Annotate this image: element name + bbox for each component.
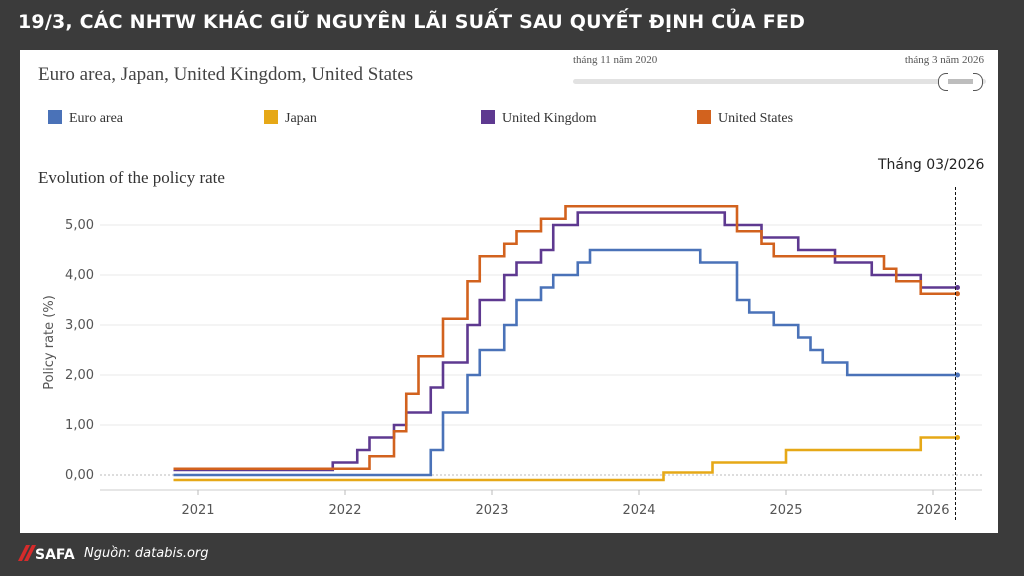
- range-handle-start[interactable]: [938, 73, 948, 91]
- section-title: Evolution of the policy rate: [38, 168, 225, 187]
- legend-item-japan[interactable]: Japan: [264, 110, 317, 127]
- y-tick-label: 3,00: [65, 318, 94, 333]
- series-end-point: [955, 291, 960, 297]
- series-line-euro-area: [173, 248, 958, 477]
- range-selection[interactable]: [941, 79, 983, 84]
- y-tick-label: 1,00: [65, 418, 94, 433]
- series-line-united-states: [173, 204, 958, 471]
- x-tick-label: 2026: [916, 503, 949, 518]
- series-end-point: [955, 285, 960, 290]
- x-tick-label: 2024: [622, 503, 655, 518]
- y-tick-label: 2,00: [65, 368, 94, 383]
- marker-label: Tháng 03/2026: [878, 157, 985, 173]
- date-range-slider[interactable]: tháng 11 năm 2020 tháng 3 năm 2026: [573, 54, 986, 94]
- series-line-united-kingdom: [173, 211, 958, 472]
- y-tick-label: 0,00: [65, 468, 94, 483]
- series-end-point: [955, 372, 960, 378]
- x-tick-label: 2021: [181, 503, 214, 518]
- legend-label-japan: Japan: [285, 111, 317, 126]
- headline: 19/3, CÁC NHTW KHÁC GIỮ NGUYÊN LÃI SUẤT …: [18, 11, 806, 33]
- source-note: Nguồn: databis.org: [84, 546, 209, 561]
- chart-panel: [20, 50, 998, 533]
- range-end-label: tháng 3 năm 2026: [904, 54, 984, 66]
- range-handle-end[interactable]: [973, 73, 983, 91]
- legend-label-united-states: United States: [718, 111, 794, 126]
- legend-item-united-kingdom[interactable]: United Kingdom: [481, 110, 597, 127]
- chart-subtitle: Euro area, Japan, United Kingdom, United…: [38, 64, 414, 85]
- legend-item-euro-area[interactable]: Euro area: [48, 110, 123, 127]
- policy-rate-chart: 0,00 1,00 2,00 3,00 4,00 5,00 2021 2022 2023 2024…: [42, 185, 982, 520]
- legend-label-euro-area: Euro area: [69, 111, 124, 126]
- legend-swatch-euro-area: [48, 110, 62, 124]
- legend-swatch-united-kingdom: [481, 110, 495, 124]
- range-start-label: tháng 11 năm 2020: [573, 54, 658, 66]
- y-tick-label: 4,00: [65, 268, 94, 283]
- safa-logo: SAFA: [18, 545, 75, 563]
- legend-item-united-states[interactable]: United States: [697, 110, 793, 127]
- x-tick-label: 2022: [328, 503, 361, 518]
- logo-text: SAFA: [35, 547, 75, 563]
- series-line-japan: [173, 436, 958, 482]
- y-axis-label: Policy rate (%): [42, 295, 57, 390]
- y-tick-label: 5,00: [65, 218, 94, 233]
- legend-label-united-kingdom: United Kingdom: [502, 111, 597, 126]
- x-tick-label: 2025: [769, 503, 802, 518]
- range-track[interactable]: [573, 79, 986, 84]
- legend-swatch-japan: [264, 110, 278, 124]
- series-end-point: [955, 435, 960, 440]
- x-tick-label: 2023: [475, 503, 508, 518]
- legend-swatch-united-states: [697, 110, 711, 124]
